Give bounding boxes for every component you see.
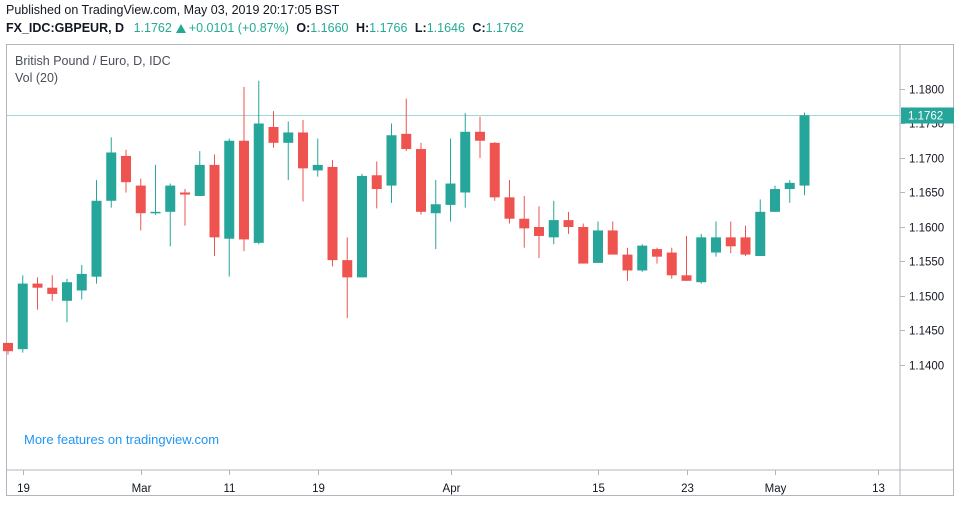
candle-body: [62, 282, 72, 301]
candle-body: [666, 252, 677, 276]
y-tick-label: 1.1550: [909, 257, 944, 269]
x-tick-label: 19: [17, 483, 30, 495]
candle-body: [622, 254, 633, 271]
candle-body: [121, 155, 131, 183]
x-tick-label: 23: [681, 483, 694, 495]
candle-body: [194, 164, 205, 196]
candle-body: [224, 140, 235, 239]
candle-body: [652, 249, 662, 257]
candle-body: [135, 185, 146, 214]
candle-body: [32, 283, 43, 288]
candle-body: [342, 260, 353, 278]
candle-body: [91, 200, 102, 277]
chart-legend-indicator: Vol (20): [15, 71, 59, 85]
candle-body: [209, 164, 220, 238]
x-tick-label: 15: [592, 483, 605, 495]
close-label: C:: [472, 21, 486, 35]
open-label: O:: [296, 21, 311, 35]
candle-body: [312, 164, 323, 171]
chart-legend-title: British Pound / Euro, D, IDC: [15, 54, 171, 68]
candle-body: [283, 132, 294, 143]
last-price: 1.1762: [133, 21, 172, 35]
candle-body: [150, 211, 161, 214]
low-label: L:: [414, 21, 427, 35]
candle-body: [711, 237, 721, 253]
candle-body: [327, 166, 338, 261]
candle-body: [607, 230, 618, 255]
current-price-tag: [901, 107, 954, 124]
open-value: 1.1660: [310, 21, 349, 35]
y-tick-label: 1.1400: [909, 361, 944, 373]
candle-body: [3, 342, 13, 352]
x-tick-label: May: [765, 483, 787, 495]
candle-body: [578, 227, 589, 264]
candle-body: [357, 175, 367, 278]
up-arrow-icon: [175, 24, 186, 33]
candle-body: [253, 123, 264, 243]
x-tick-label: 13: [872, 483, 885, 495]
y-tick-label: 1.1650: [909, 188, 944, 200]
candle-body: [475, 131, 485, 141]
candle-body: [386, 135, 397, 186]
candle-body: [47, 287, 58, 294]
low-value: 1.1646: [426, 21, 465, 35]
candle-body: [696, 237, 707, 283]
candle-body: [519, 218, 530, 229]
candle-body: [504, 197, 515, 219]
high-label: H:: [355, 21, 370, 35]
candle-body: [401, 133, 412, 150]
candle-body: [298, 132, 308, 169]
candle-body: [548, 220, 559, 238]
candle-body: [268, 126, 279, 143]
candle-body: [784, 182, 795, 190]
y-tick-label: 1.1500: [909, 292, 944, 304]
candle-body: [637, 245, 648, 271]
chart-frame: [6, 44, 954, 496]
candle-body: [740, 237, 751, 255]
close-value: 1.1762: [485, 21, 524, 35]
quote-line: FX_IDC:GBPEUR, D 1.1762 +0.0101 (+0.87%) …: [6, 21, 524, 35]
candle-body: [563, 220, 574, 227]
candle-body: [593, 230, 603, 263]
candle-body: [445, 183, 456, 205]
y-tick-label: 1.1700: [909, 154, 944, 166]
candle-body: [534, 227, 544, 236]
candle-body: [180, 192, 190, 195]
candle-body: [755, 211, 766, 256]
y-tick-label: 1.1600: [909, 223, 944, 235]
candle-body: [416, 149, 426, 212]
x-tick-label: 11: [224, 483, 236, 495]
candle-body: [76, 273, 87, 291]
candle-body: [17, 283, 28, 350]
published-note: Published on TradingView.com, May 03, 20…: [6, 3, 340, 17]
candle-body: [106, 152, 117, 201]
candle-body: [460, 131, 471, 193]
candle-body: [770, 189, 780, 212]
candle-body: [489, 142, 500, 198]
symbol-label: FX_IDC:GBPEUR, D: [6, 21, 125, 35]
x-tick-label: 19: [312, 483, 325, 495]
candle-body: [165, 185, 176, 212]
candle-body: [371, 175, 382, 190]
candle-body: [725, 237, 736, 247]
change-value: +0.0101 (+0.87%): [188, 21, 289, 35]
x-tick-label: Mar: [132, 483, 152, 495]
y-tick-label: 1.1450: [909, 326, 944, 338]
current-price-tag-label: 1.1762: [908, 111, 943, 123]
candle-body: [430, 204, 441, 214]
promo-link[interactable]: More features on tradingview.com: [24, 432, 220, 447]
candle-body: [681, 275, 692, 281]
high-value: 1.1766: [369, 21, 408, 35]
y-tick-label: 1.1800: [909, 85, 944, 97]
candle-body: [799, 115, 810, 186]
candle-body: [239, 140, 249, 240]
x-tick-label: Apr: [443, 483, 461, 495]
